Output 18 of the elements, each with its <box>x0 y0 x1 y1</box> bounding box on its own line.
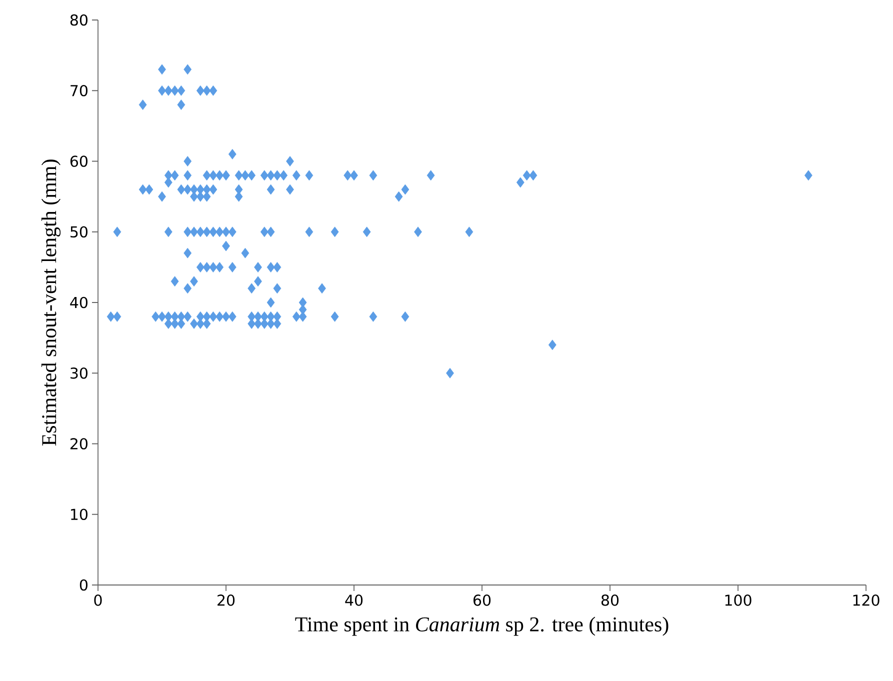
x-tick-label: 40 <box>345 594 363 606</box>
x-tick-label: 0 <box>94 594 102 606</box>
y-axis-title: Estimated snout-vent length (mm) <box>41 160 61 446</box>
x-tick-label: 120 <box>853 594 880 606</box>
y-tick-label: 20 <box>70 438 88 450</box>
x-tick-label: 80 <box>601 594 619 606</box>
y-tick-label: 70 <box>70 84 88 96</box>
x-axis-title: Time spent in Canarium sp 2. tree (minutes) <box>295 616 668 636</box>
y-tick-label: 80 <box>70 14 88 26</box>
x-tick-label: 60 <box>474 594 491 606</box>
x-tick-label: 100 <box>725 594 752 606</box>
y-tick-label: 50 <box>70 226 88 238</box>
y-tick-label: 40 <box>70 296 88 308</box>
y-tick-label: 10 <box>71 508 88 520</box>
y-tick-label: 60 <box>70 156 88 167</box>
y-tick-label: 0 <box>80 579 88 591</box>
x-tick-label: 20 <box>218 594 235 606</box>
y-tick-label: 30 <box>70 367 88 379</box>
